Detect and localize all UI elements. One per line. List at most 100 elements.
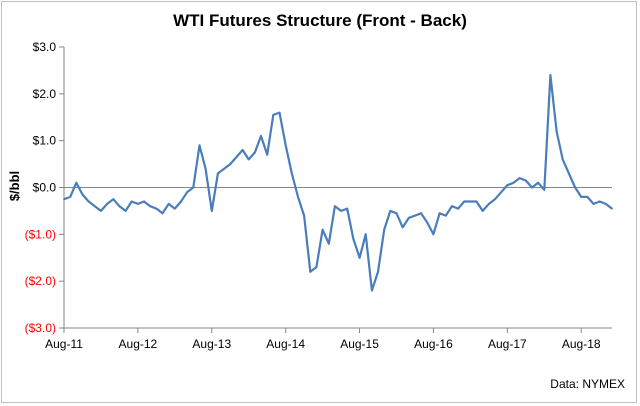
data-point (537, 181, 539, 184)
data-point (481, 210, 484, 212)
data-point (500, 191, 503, 194)
source-note: Data: NYMEX (550, 377, 625, 391)
data-point (180, 200, 182, 203)
data-point (463, 200, 466, 203)
y-axis-label: $/bbl (7, 171, 22, 201)
data-point (173, 207, 176, 210)
data-point (69, 196, 72, 198)
data-point (364, 233, 367, 236)
data-point (247, 158, 250, 161)
data-point (278, 111, 281, 114)
data-point (254, 151, 256, 154)
x-tick-label: Aug-16 (414, 337, 453, 351)
data-point (598, 200, 601, 203)
data-point (100, 210, 102, 212)
x-tick-label: Aug-17 (488, 337, 527, 351)
data-point (124, 210, 127, 212)
x-tick-label: Aug-14 (266, 337, 305, 351)
data-point (303, 214, 305, 217)
data-point (592, 203, 595, 205)
data-point (574, 186, 576, 189)
data-point (75, 181, 78, 184)
data-point (611, 207, 613, 210)
data-point (475, 200, 478, 203)
data-point (149, 205, 152, 208)
data-point (457, 207, 459, 210)
data-point (223, 167, 226, 170)
data-point (198, 144, 201, 147)
data-point (512, 181, 515, 184)
data-point (137, 203, 139, 205)
data-point (334, 205, 336, 208)
data-point (604, 203, 607, 205)
data-point (586, 196, 589, 198)
data-point (112, 198, 115, 201)
data-point (284, 144, 287, 147)
data-point (389, 210, 392, 212)
data-point (266, 153, 269, 156)
x-tick-label: Aug-15 (340, 337, 379, 351)
data-point (383, 228, 386, 231)
data-point (192, 186, 195, 189)
data-point (377, 270, 379, 273)
data-point (494, 198, 496, 201)
x-ticks: Aug-11 Aug-12 Aug-13 Aug-14 Aug-15 Aug-16 Aug-… (45, 328, 601, 351)
data-point (340, 210, 342, 212)
data-point (407, 217, 410, 219)
data-point (63, 198, 65, 201)
data-point (444, 214, 447, 217)
data-point (438, 212, 441, 215)
data-point (543, 188, 546, 191)
y-tick-label: ($3.0) (25, 321, 56, 335)
data-point (93, 205, 96, 208)
data-point (555, 130, 558, 133)
chart-title: WTI Futures Structure (Front - Back) (173, 11, 467, 30)
y-tick-label: $3.0 (33, 40, 57, 54)
data-point (568, 172, 570, 175)
data-point (358, 256, 361, 259)
data-point (130, 200, 133, 203)
data-point (217, 172, 219, 175)
data-point (469, 200, 472, 203)
y-tick-label: ($1.0) (25, 227, 56, 241)
data-point (524, 179, 527, 182)
data-point (204, 167, 207, 170)
data-point (420, 212, 422, 215)
data-point (451, 205, 453, 208)
data-point (210, 210, 213, 212)
data-point (309, 270, 312, 273)
data-point (155, 207, 158, 210)
data-point (580, 196, 583, 198)
data-point (143, 200, 145, 203)
data-point (506, 184, 509, 187)
y-tick-label: ($2.0) (25, 274, 56, 288)
data-point (260, 135, 262, 137)
data-point (229, 163, 232, 166)
data-point (401, 226, 404, 229)
series-group (63, 73, 613, 292)
data-point (531, 186, 533, 189)
data-point (235, 156, 238, 159)
x-tick-label: Aug-13 (192, 337, 231, 351)
data-point (272, 114, 275, 116)
data-point (346, 207, 349, 210)
x-tick-label: Aug-11 (45, 337, 83, 351)
data-point (352, 238, 355, 240)
data-point (518, 177, 521, 180)
data-point (321, 228, 324, 231)
y-tick-label: $1.0 (33, 134, 57, 148)
data-point (549, 74, 552, 76)
data-point (561, 158, 564, 161)
data-point (118, 205, 121, 208)
data-point (186, 191, 189, 194)
x-tick-label: Aug-18 (562, 337, 601, 351)
series-line (63, 73, 613, 292)
data-point (87, 200, 90, 203)
data-point (106, 203, 108, 205)
data-point (167, 203, 170, 205)
y-tick-label: $2.0 (33, 87, 57, 101)
data-point (414, 214, 416, 217)
data-point (327, 242, 330, 245)
data-point (161, 212, 164, 215)
